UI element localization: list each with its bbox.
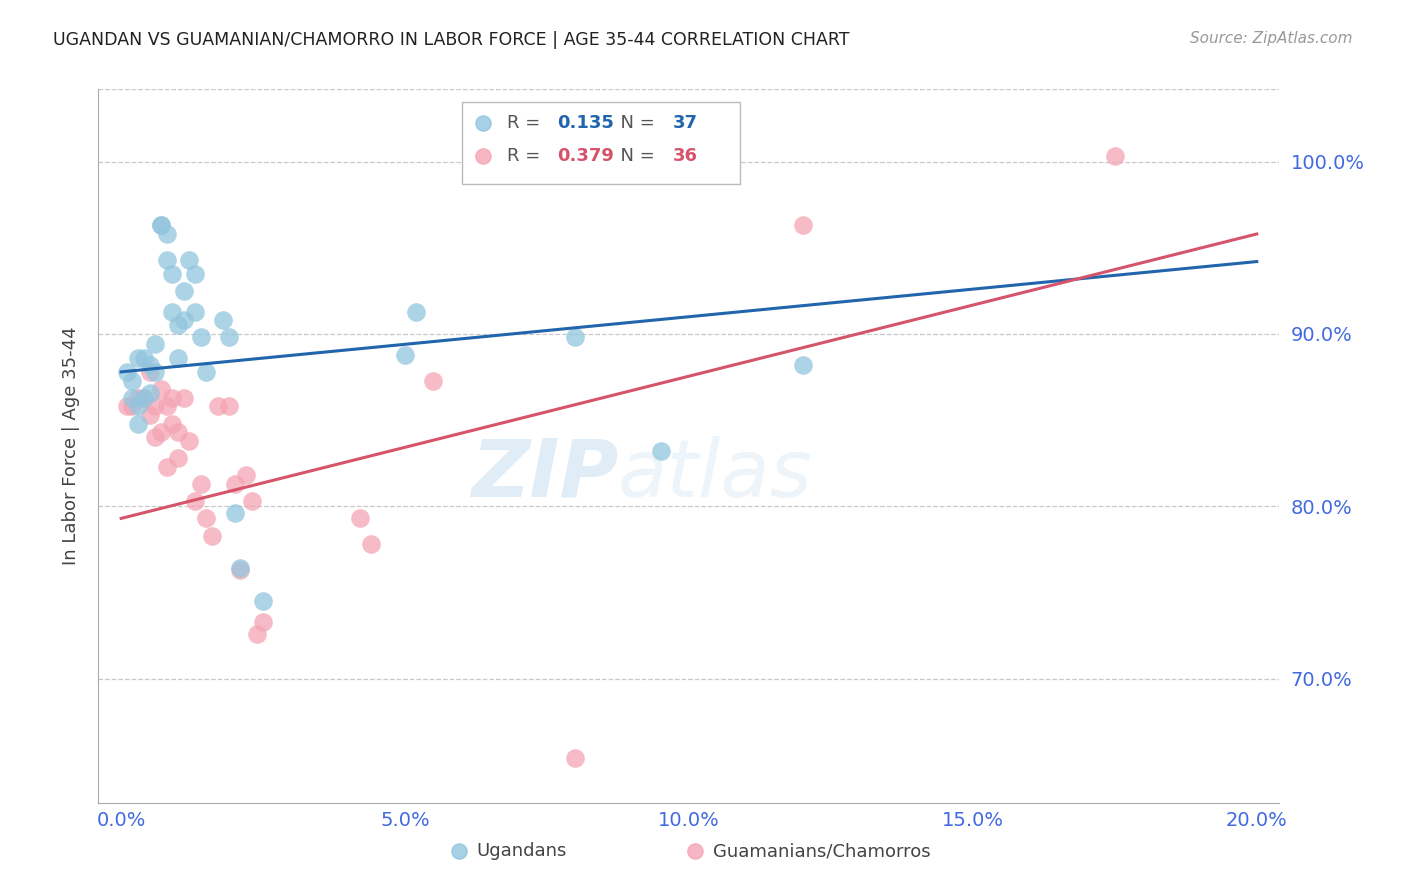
Point [138,408,160,422]
Point [162,417,183,431]
Point [121,374,143,388]
Point [143,365,166,379]
Point [394,348,416,362]
Point [138,365,160,379]
Text: Source: ZipAtlas.com: Source: ZipAtlas.com [1189,31,1353,46]
Point [235,468,257,483]
Point [167,351,190,365]
Point [162,391,183,405]
Point [162,304,183,318]
Point [349,511,371,525]
Point [155,227,177,241]
Point [201,528,224,542]
Point [229,561,252,575]
Point [155,252,177,267]
Point [792,358,814,372]
Point [422,374,444,388]
Point [143,337,166,351]
Point [143,400,166,414]
Point [149,425,172,440]
Point [564,751,586,765]
Point [121,391,143,405]
Point [167,425,190,440]
Point [173,391,195,405]
Point [218,400,240,414]
Point [224,506,246,520]
Point [162,267,183,281]
Point [195,511,218,525]
FancyBboxPatch shape [463,102,740,184]
Text: UGANDAN VS GUAMANIAN/CHAMORRO IN LABOR FORCE | AGE 35-44 CORRELATION CHART: UGANDAN VS GUAMANIAN/CHAMORRO IN LABOR F… [53,31,851,49]
Point [190,330,212,344]
Text: 36: 36 [672,146,697,164]
Point [138,358,160,372]
Point [184,304,207,318]
Point [360,537,382,551]
Point [143,430,166,444]
Text: N =: N = [609,146,661,164]
Point [149,219,172,233]
Point [252,615,274,629]
Text: N =: N = [609,114,661,132]
Point [173,313,195,327]
Point [155,459,177,474]
Point [179,434,201,448]
Point [564,330,586,344]
Point [179,252,201,267]
Text: Guamanians/Chamorros: Guamanians/Chamorros [713,842,931,860]
Point [229,563,252,577]
Text: 0.135: 0.135 [557,114,613,132]
Point [149,219,172,233]
Point [138,385,160,400]
Point [173,284,195,298]
Point [127,351,149,365]
Point [650,444,672,458]
Point [121,400,143,414]
Point [115,400,138,414]
Point [127,391,149,405]
Text: R =: R = [508,114,546,132]
Text: 0.379: 0.379 [557,146,613,164]
Point [149,382,172,396]
Point [115,365,138,379]
Point [405,304,427,318]
Point [127,417,149,431]
Point [184,494,207,508]
Text: Ugandans: Ugandans [477,842,567,860]
Point [184,267,207,281]
Point [792,219,814,233]
Point [127,400,149,414]
Y-axis label: In Labor Force | Age 35-44: In Labor Force | Age 35-44 [62,326,80,566]
Point [195,365,218,379]
Point [167,451,190,466]
Text: atlas: atlas [619,435,813,514]
Point [155,400,177,414]
Point [132,391,155,405]
Point [240,494,263,508]
Point [207,400,229,414]
Point [224,477,246,491]
Point [218,330,240,344]
Text: ZIP: ZIP [471,435,619,514]
Point [246,627,269,641]
Text: 37: 37 [672,114,697,132]
Point [252,594,274,608]
Point [190,477,212,491]
Point [132,391,155,405]
Text: R =: R = [508,146,546,164]
Point [1104,149,1126,163]
Point [212,313,235,327]
Point [132,351,155,365]
Point [167,318,190,333]
